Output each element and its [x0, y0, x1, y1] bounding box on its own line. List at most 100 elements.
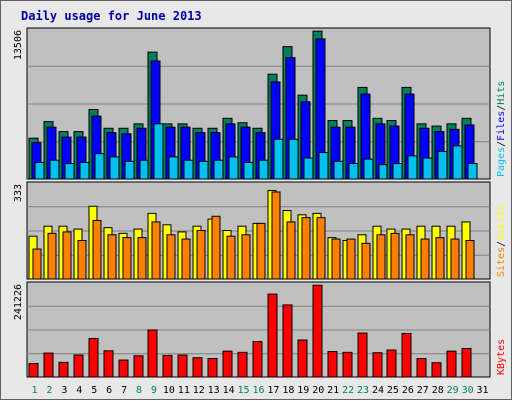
bar-pages-day-14 [228, 156, 239, 180]
bar-kbytes-day-27-body [416, 357, 427, 378]
bar-kbytes-day-10 [162, 354, 173, 378]
bar-kbytes-day-4 [73, 354, 84, 378]
bar-kbytes-day-28-body [431, 362, 442, 378]
bar-pages-day-13 [213, 159, 224, 180]
bar-kbytes-day-14 [222, 350, 233, 378]
bar-kbytes-day-25-body [386, 349, 397, 378]
day-label-28: 28 [432, 385, 444, 396]
bar-sites-day-6-body [107, 234, 117, 280]
bar-pages-day-26 [407, 155, 418, 180]
bar-sites-day-20-body [316, 217, 326, 280]
bar-kbytes-day-27 [416, 357, 427, 378]
bar-pages-day-11 [183, 159, 194, 180]
bar-pages-day-28 [437, 150, 448, 180]
bar-pages-day-10-body [168, 156, 179, 180]
bar-sites-day-12-body [196, 230, 206, 280]
bar-kbytes-day-22 [342, 351, 353, 378]
day-label-16: 16 [252, 385, 264, 396]
bar-kbytes-day-26 [401, 332, 412, 378]
bar-pages-day-15 [243, 161, 254, 180]
bar-sites-day-25 [390, 232, 400, 280]
bar-pages-day-17-body [273, 138, 284, 180]
bar-sites-day-7-body [122, 237, 132, 280]
day-label-13: 13 [208, 385, 220, 396]
chart-title: Daily usage for June 2013 [21, 9, 202, 23]
bar-kbytes-day-9 [147, 329, 158, 378]
bar-kbytes-day-26-body [401, 332, 412, 378]
bar-sites-day-6 [107, 234, 117, 280]
bar-pages-day-20 [318, 152, 329, 180]
legend-entry: Pages [496, 147, 507, 177]
bar-kbytes-day-8 [133, 355, 144, 378]
bar-sites-day-30 [465, 239, 475, 280]
bar-pages-day-29-body [452, 145, 463, 180]
bar-pages-day-18-body [288, 138, 299, 180]
panel-2: 333 Sites/Visits [13, 181, 507, 280]
bar-pages-day-23-body [363, 158, 374, 180]
bar-pages-day-23 [363, 158, 374, 180]
bar-kbytes-day-30 [461, 347, 472, 378]
bar-sites-day-18 [286, 221, 296, 280]
bar-kbytes-day-22-body [342, 351, 353, 378]
bar-sites-day-11-body [181, 238, 191, 280]
bar-kbytes-day-1-body [28, 363, 39, 378]
panel-3-legend: KBytes [496, 339, 507, 375]
bar-kbytes-day-4-body [73, 354, 84, 378]
day-label-23: 23 [357, 385, 369, 396]
day-label-1: 1 [31, 385, 37, 396]
bar-sites-day-17-body [271, 191, 281, 280]
bar-sites-day-24 [376, 234, 386, 280]
day-label-5: 5 [91, 385, 97, 396]
day-label-22: 22 [342, 385, 354, 396]
legend-entry: / [496, 105, 507, 111]
day-label-29: 29 [447, 385, 459, 396]
bar-sites-day-16 [256, 222, 266, 280]
legend-entry: Visits [496, 205, 507, 241]
bar-sites-day-2 [47, 232, 57, 280]
bar-pages-day-12 [198, 160, 209, 180]
bar-pages-day-22-body [348, 163, 359, 180]
day-label-10: 10 [163, 385, 175, 396]
day-label-6: 6 [106, 385, 112, 396]
bar-sites-day-8-body [137, 237, 147, 280]
bar-pages-day-30-body [467, 163, 478, 180]
bar-kbytes-day-20-body [312, 284, 323, 378]
bar-pages-day-19-body [303, 157, 314, 180]
day-label-25: 25 [387, 385, 399, 396]
bar-kbytes-day-14-body [222, 350, 233, 378]
bar-kbytes-day-16 [252, 341, 263, 378]
bar-kbytes-day-2-body [43, 352, 54, 378]
bar-pages-day-26-body [407, 155, 418, 180]
legend-entry: Sites [496, 247, 507, 277]
bar-pages-day-28-body [437, 150, 448, 180]
bar-pages-day-5-body [94, 153, 105, 180]
bar-pages-day-4 [79, 161, 90, 180]
bar-pages-day-21-body [333, 160, 344, 180]
day-label-12: 12 [193, 385, 205, 396]
day-label-19: 19 [297, 385, 309, 396]
bar-kbytes-day-18 [282, 304, 293, 378]
bar-sites-day-4 [77, 239, 87, 280]
bar-sites-day-22-body [346, 238, 356, 280]
bar-kbytes-day-6-body [103, 350, 114, 378]
bar-pages-day-1-body [34, 161, 45, 180]
bar-pages-day-5 [94, 153, 105, 180]
bar-sites-day-15 [241, 234, 251, 280]
day-label-24: 24 [372, 385, 384, 396]
bar-sites-day-14 [226, 235, 236, 280]
bar-sites-day-30-body [465, 239, 475, 280]
bar-pages-day-11-body [183, 159, 194, 180]
chart-panels: 13506Pages/Files/Hits333Sites/Visits2412… [13, 27, 507, 378]
bar-kbytes-day-21 [327, 351, 338, 378]
bar-sites-day-10 [166, 234, 176, 280]
bar-sites-day-27 [420, 238, 430, 280]
bar-kbytes-day-29-body [446, 350, 457, 378]
bar-kbytes-day-28 [431, 362, 442, 378]
bar-pages-day-2 [49, 159, 60, 180]
bar-sites-day-15-body [241, 234, 251, 280]
bar-pages-day-6 [109, 156, 120, 180]
day-label-18: 18 [282, 385, 294, 396]
panel-3-axis-max: 241226 [13, 284, 24, 320]
